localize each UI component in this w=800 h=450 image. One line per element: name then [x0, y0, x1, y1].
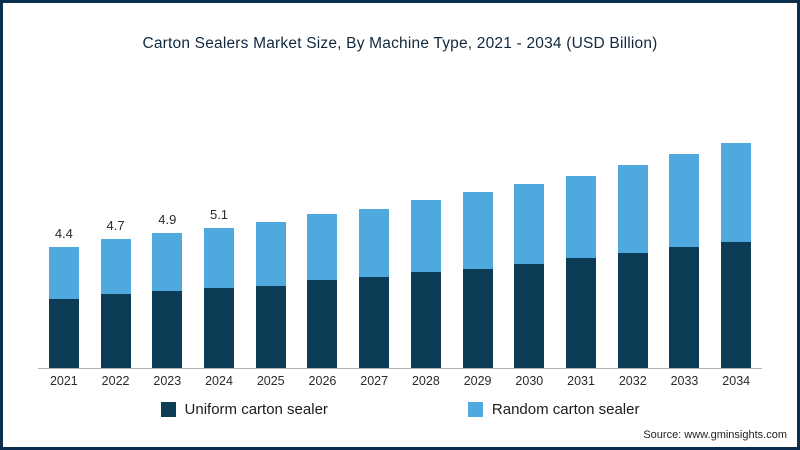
- bar-group: 4.4: [38, 88, 90, 368]
- x-axis-tick-label: 2032: [618, 374, 647, 388]
- bar-value-label: 4.9: [158, 212, 177, 228]
- x-axis-tick-label: 2024: [205, 374, 233, 388]
- bar-group: [555, 88, 607, 368]
- stacked-bar[interactable]: [514, 183, 545, 368]
- stacked-bar[interactable]: [48, 247, 79, 368]
- x-axis-tick-label: 2023: [153, 374, 182, 388]
- segment-uniform-carton-sealer[interactable]: [566, 258, 597, 368]
- segment-random-carton-sealer[interactable]: [307, 214, 338, 280]
- stacked-bar[interactable]: [100, 238, 131, 368]
- segment-uniform-carton-sealer[interactable]: [100, 293, 131, 368]
- segment-random-carton-sealer[interactable]: [48, 247, 79, 300]
- x-axis-tick-label: 2027: [360, 374, 389, 388]
- segment-random-carton-sealer[interactable]: [566, 175, 597, 258]
- legend-swatch-uniform-icon: [160, 402, 176, 417]
- stacked-bar[interactable]: [152, 233, 183, 368]
- stacked-bar[interactable]: [669, 153, 700, 368]
- segment-random-carton-sealer[interactable]: [617, 164, 648, 253]
- bar-value-label: 4.7: [106, 217, 125, 233]
- x-axis-ticks: 2021 2022 2023 2024 2025 2026 2027 2028 2029 2030…: [38, 374, 762, 388]
- segment-uniform-carton-sealer[interactable]: [721, 241, 752, 368]
- bar-group: 4.7: [90, 88, 142, 368]
- segment-uniform-carton-sealer[interactable]: [152, 291, 183, 368]
- stacked-bar[interactable]: [721, 142, 752, 368]
- segment-uniform-carton-sealer[interactable]: [617, 252, 648, 368]
- segment-random-carton-sealer[interactable]: [721, 142, 752, 242]
- x-axis-tick-label: 2033: [670, 374, 699, 388]
- stacked-bar[interactable]: [617, 164, 648, 368]
- segment-uniform-carton-sealer[interactable]: [204, 288, 235, 368]
- segment-uniform-carton-sealer[interactable]: [307, 280, 338, 368]
- legend-item-uniform[interactable]: Uniform carton sealer: [160, 401, 328, 418]
- bar-value-label: 4.4: [54, 226, 73, 241]
- x-axis-tick-label: 2022: [101, 374, 130, 388]
- x-axis-tick-label: 2030: [515, 374, 544, 388]
- plot-area: 4.4 4.7 4.9 5.1: [38, 88, 762, 369]
- legend: Uniform carton sealer Random carton seal…: [3, 401, 797, 418]
- x-axis-tick-label: 2028: [411, 374, 440, 388]
- segment-uniform-carton-sealer[interactable]: [462, 269, 493, 368]
- stacked-bar[interactable]: [566, 175, 597, 368]
- x-axis-tick-label: 2021: [49, 374, 78, 388]
- bar-group: 4.9: [141, 88, 193, 368]
- segment-random-carton-sealer[interactable]: [204, 227, 235, 289]
- stacked-bar[interactable]: [307, 214, 338, 368]
- legend-label-uniform: Uniform carton sealer: [184, 401, 328, 418]
- legend-item-random[interactable]: Random carton sealer: [467, 401, 640, 418]
- bar-group: [607, 88, 659, 368]
- segment-random-carton-sealer[interactable]: [152, 233, 183, 291]
- x-axis-tick-label: 2031: [567, 374, 595, 388]
- segment-random-carton-sealer[interactable]: [359, 208, 390, 278]
- bar-group: 5.1: [193, 88, 245, 368]
- segment-uniform-carton-sealer[interactable]: [359, 277, 390, 368]
- bar-group: [297, 88, 349, 368]
- stacked-bar[interactable]: [462, 192, 493, 368]
- stacked-bar[interactable]: [410, 200, 441, 368]
- segment-random-carton-sealer[interactable]: [410, 200, 441, 272]
- stacked-bar[interactable]: [255, 222, 286, 368]
- segment-uniform-carton-sealer[interactable]: [48, 299, 79, 368]
- legend-swatch-random-icon: [467, 402, 483, 417]
- bar-group: [452, 88, 504, 368]
- segment-random-carton-sealer[interactable]: [669, 153, 700, 247]
- legend-label-random: Random carton sealer: [491, 401, 640, 418]
- stacked-bar[interactable]: [359, 208, 390, 368]
- segment-random-carton-sealer[interactable]: [100, 238, 131, 294]
- segment-uniform-carton-sealer[interactable]: [669, 247, 700, 368]
- chart-title: Carton Sealers Market Size, By Machine T…: [142, 35, 658, 52]
- bar-group: [710, 88, 762, 368]
- x-axis-tick-label: 2029: [463, 374, 492, 388]
- segment-random-carton-sealer[interactable]: [514, 183, 545, 264]
- bar-group: [245, 88, 297, 368]
- stacked-bar[interactable]: [204, 227, 235, 368]
- segment-uniform-carton-sealer[interactable]: [514, 263, 545, 368]
- segment-uniform-carton-sealer[interactable]: [255, 285, 286, 368]
- segment-random-carton-sealer[interactable]: [255, 222, 286, 286]
- source-text: Source: www.gminsights.com: [643, 429, 787, 441]
- segment-uniform-carton-sealer[interactable]: [410, 271, 441, 368]
- bar-group: [400, 88, 452, 368]
- bar-value-label: 5.1: [209, 206, 229, 222]
- bar-group: [503, 88, 555, 368]
- x-axis-tick-label: 2034: [722, 374, 751, 388]
- bar-group: [659, 88, 711, 368]
- segment-random-carton-sealer[interactable]: [462, 192, 493, 269]
- x-axis-tick-label: 2025: [256, 374, 285, 388]
- x-axis-tick-label: 2026: [308, 374, 337, 388]
- bar-group: [348, 88, 400, 368]
